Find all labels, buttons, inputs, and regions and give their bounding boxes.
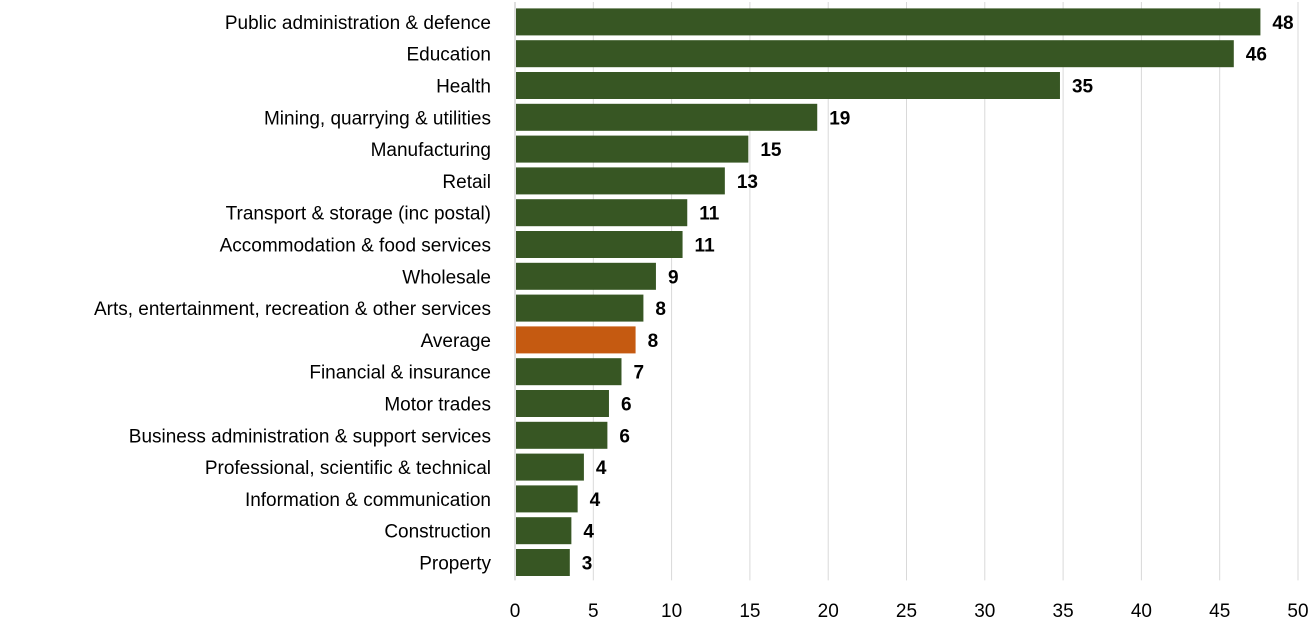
- category-label: Average: [421, 331, 491, 352]
- x-tick-label: 30: [974, 601, 995, 622]
- bar: [516, 135, 749, 163]
- category-label: Motor trades: [384, 395, 491, 416]
- data-label: 19: [829, 108, 850, 129]
- x-tick-label: 20: [818, 601, 839, 622]
- x-tick-label: 50: [1287, 601, 1308, 622]
- data-label: 4: [596, 458, 607, 479]
- data-label: 6: [621, 395, 632, 416]
- category-label: Property: [419, 554, 491, 575]
- x-tick-label: 35: [1053, 601, 1074, 622]
- bar: [516, 262, 656, 290]
- data-label: 8: [648, 331, 659, 352]
- bar: [516, 517, 572, 545]
- average-bar: [516, 326, 636, 354]
- bar: [516, 390, 609, 417]
- x-tick-label: 40: [1131, 601, 1152, 622]
- data-label: 4: [590, 490, 601, 511]
- bar: [516, 485, 578, 513]
- data-label: 4: [583, 522, 594, 543]
- category-label: Education: [406, 45, 491, 66]
- bar: [516, 72, 1060, 99]
- data-label: 48: [1272, 13, 1293, 34]
- category-label: Public administration & defence: [225, 13, 491, 34]
- bar: [516, 231, 683, 258]
- bar: [516, 358, 622, 386]
- category-label: Accommodation & food services: [220, 236, 491, 257]
- data-label: 46: [1246, 45, 1267, 66]
- x-axis-tick-labels: 0 5 10 15 20 25 30 35 40 45 50: [510, 601, 1309, 622]
- bar: [516, 549, 570, 576]
- data-label: 11: [699, 204, 720, 225]
- x-tick-label: 5: [588, 601, 599, 622]
- data-label: 7: [633, 363, 644, 384]
- category-labels: Public administration & defence Education…: [94, 13, 492, 575]
- category-label: Wholesale: [402, 267, 491, 288]
- data-label: 9: [668, 267, 679, 288]
- x-tick-label: 10: [661, 601, 682, 622]
- data-label: 8: [655, 299, 666, 320]
- data-label: 15: [760, 140, 782, 161]
- bar: [516, 167, 725, 195]
- bar: [516, 8, 1261, 36]
- x-tick-label: 25: [896, 601, 917, 622]
- category-label: Business administration & support servic…: [129, 426, 491, 447]
- category-label: Manufacturing: [371, 140, 491, 161]
- bar: [516, 421, 608, 449]
- category-label: Information & communication: [245, 490, 491, 511]
- bar: [516, 199, 688, 227]
- data-label: 35: [1072, 77, 1094, 98]
- category-label: Financial & insurance: [309, 363, 491, 384]
- category-label: Construction: [384, 522, 491, 543]
- x-tick-label: 0: [510, 601, 521, 622]
- category-label: Arts, entertainment, recreation & other …: [94, 299, 491, 320]
- bar: [516, 294, 644, 322]
- category-label: Health: [436, 77, 491, 98]
- category-label: Professional, scientific & technical: [205, 458, 491, 479]
- data-label: 6: [619, 426, 630, 447]
- x-tick-label: 15: [739, 601, 760, 622]
- bar: [516, 40, 1234, 68]
- bars: [516, 8, 1261, 576]
- category-label: Retail: [442, 172, 491, 193]
- bar: [516, 103, 818, 131]
- data-label: 3: [582, 554, 593, 575]
- category-label: Transport & storage (inc postal): [226, 204, 491, 225]
- data-label: 13: [737, 172, 758, 193]
- data-label: 11: [695, 236, 716, 257]
- bar: [516, 453, 584, 481]
- category-label: Mining, quarrying & utilities: [264, 108, 491, 129]
- x-tick-label: 45: [1209, 601, 1230, 622]
